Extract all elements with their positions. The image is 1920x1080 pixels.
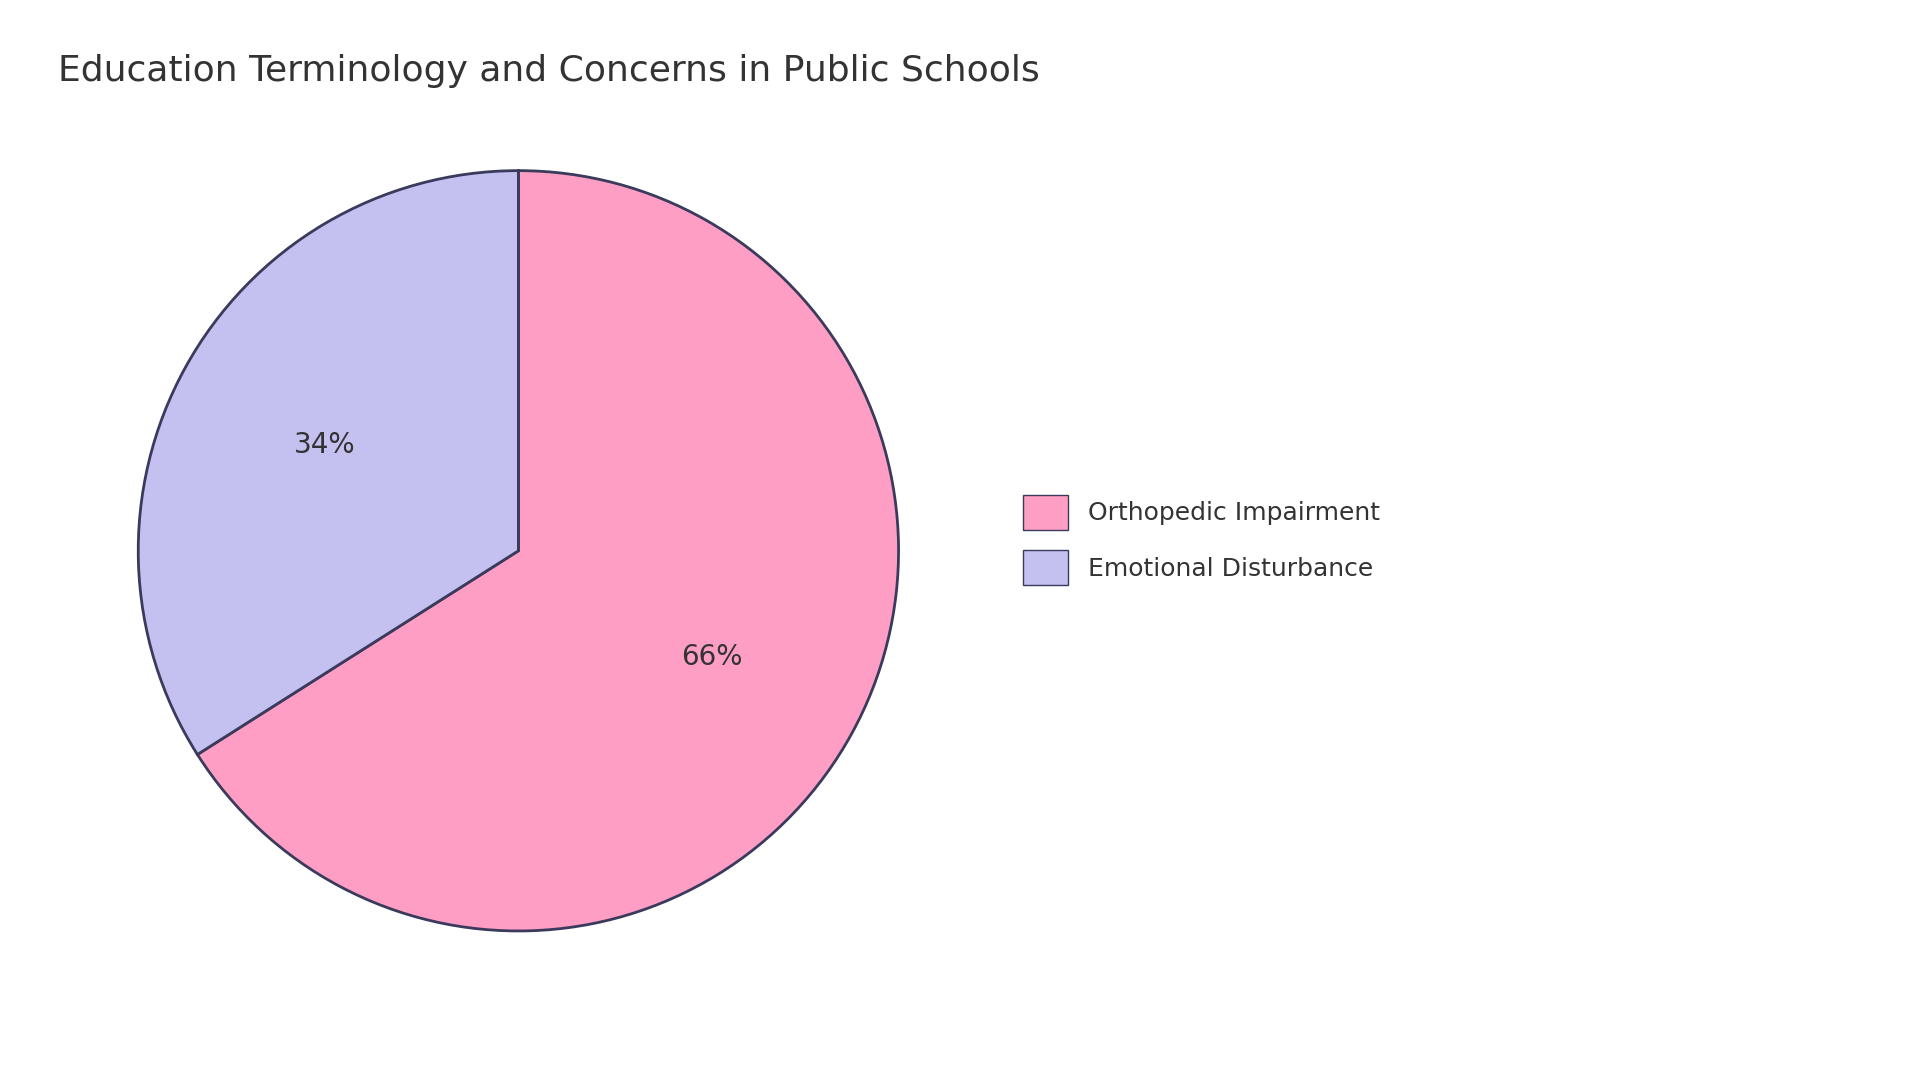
Text: 34%: 34% bbox=[294, 431, 355, 459]
Wedge shape bbox=[198, 171, 899, 931]
Wedge shape bbox=[138, 171, 518, 755]
Legend: Orthopedic Impairment, Emotional Disturbance: Orthopedic Impairment, Emotional Disturb… bbox=[1012, 482, 1392, 598]
Text: 66%: 66% bbox=[682, 643, 743, 671]
Text: Education Terminology and Concerns in Public Schools: Education Terminology and Concerns in Pu… bbox=[58, 54, 1039, 87]
